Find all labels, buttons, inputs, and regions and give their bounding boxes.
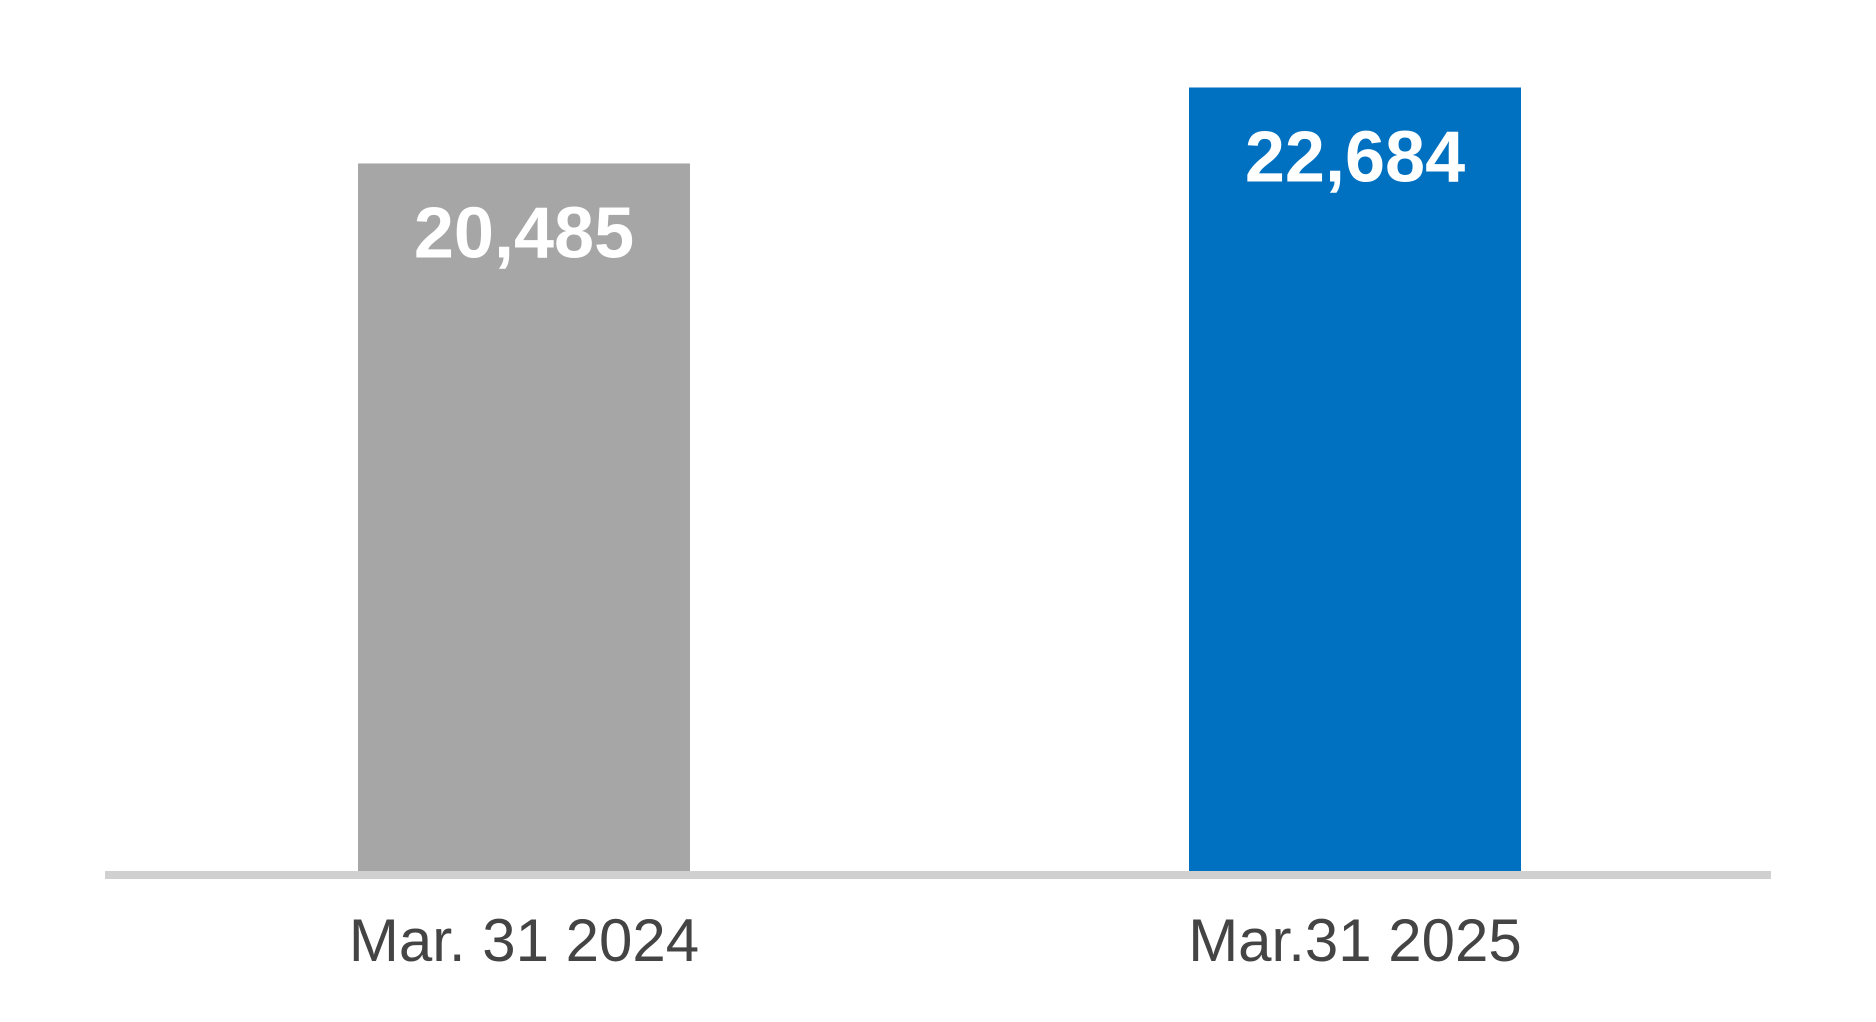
bar bbox=[1189, 87, 1521, 872]
value-label: 22,684 bbox=[1245, 118, 1465, 198]
value-label: 20,485 bbox=[414, 193, 634, 273]
bar bbox=[358, 163, 690, 871]
x-tick-label: Mar.31 2025 bbox=[1188, 907, 1522, 974]
x-tick-label: Mar. 31 2024 bbox=[349, 907, 699, 974]
